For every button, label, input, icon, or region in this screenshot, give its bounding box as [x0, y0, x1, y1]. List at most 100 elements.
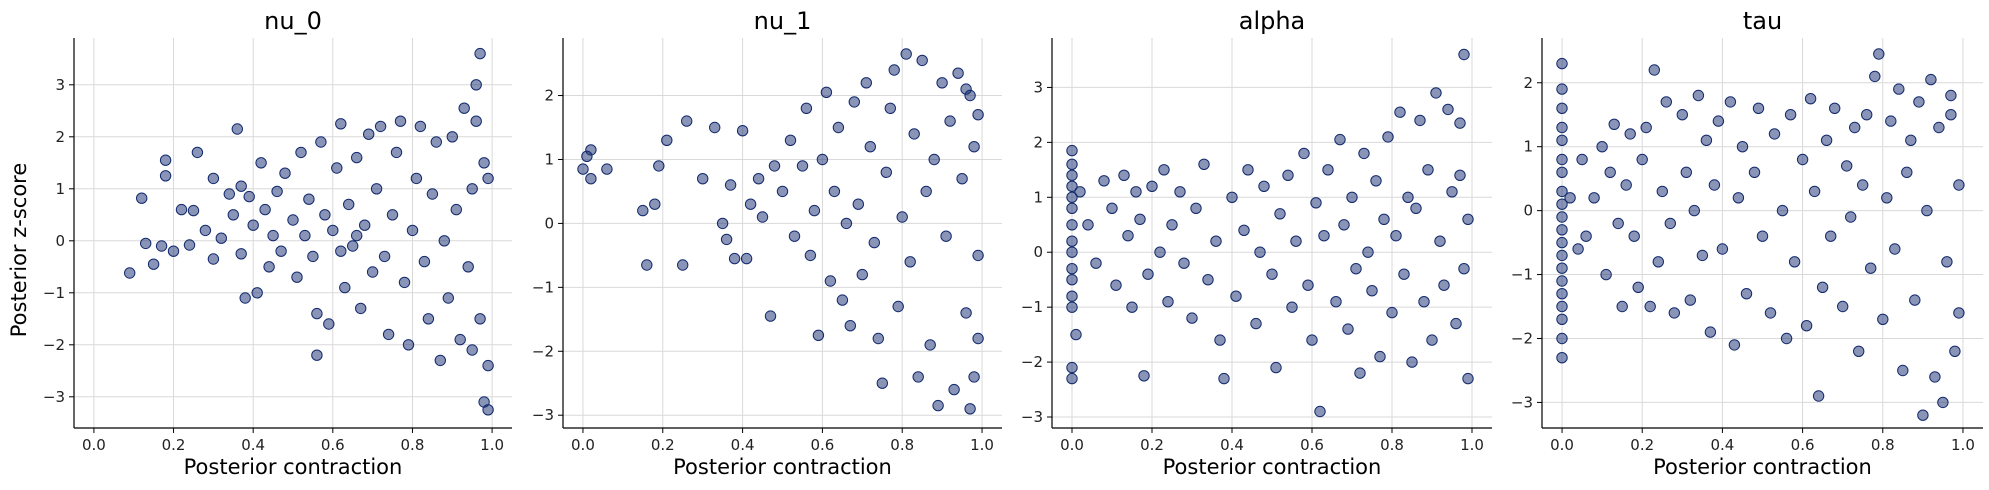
scatter-point — [462, 261, 474, 273]
scatter-point — [267, 229, 279, 242]
scatter-point — [956, 173, 968, 185]
scatter-point — [1644, 300, 1656, 313]
y-tick-label: 1 — [544, 150, 554, 168]
scatter-point — [1893, 83, 1905, 95]
scatter-point — [1628, 230, 1640, 242]
scatter-point — [1178, 257, 1190, 269]
x-tick-label: 0.6 — [1300, 436, 1324, 454]
scatter-point — [1736, 141, 1749, 153]
scatter-point — [928, 153, 940, 166]
x-tick-label: 0.2 — [1140, 436, 1164, 454]
scatter-point — [1768, 128, 1781, 140]
scatter-point — [1314, 405, 1326, 418]
scatter-point — [1556, 166, 1568, 179]
x-tick-label: 0.4 — [1220, 436, 1244, 454]
scatter-point — [924, 339, 936, 351]
scatter-point — [355, 302, 367, 315]
x-tick-label: 0.0 — [571, 436, 595, 454]
scatter-point — [271, 185, 283, 198]
scatter-point — [1752, 102, 1765, 115]
scatter-point — [709, 121, 721, 134]
scatter-point — [1122, 230, 1134, 242]
scatter-point — [960, 307, 972, 319]
scatter-point — [1210, 235, 1222, 247]
y-tick-label: 2 — [55, 128, 65, 146]
scatter-point — [1636, 153, 1648, 166]
scatter-point — [1318, 230, 1330, 242]
scatter-point — [1378, 213, 1390, 226]
scatter-point — [1354, 367, 1366, 379]
scatter-point — [1462, 372, 1474, 385]
scatter-point — [251, 287, 263, 299]
scatter-point — [1362, 246, 1374, 258]
scatter-point — [1242, 164, 1254, 176]
scatter-point — [1849, 121, 1861, 134]
x-tick-label: 0.4 — [241, 436, 265, 454]
scatter-point — [784, 134, 797, 147]
scatter-point — [848, 96, 860, 108]
scatter-point — [804, 249, 817, 262]
scatter-point — [1066, 274, 1078, 286]
scatter-point — [458, 102, 470, 114]
scatter-point — [247, 219, 259, 231]
x-axis-label: Posterior contraction — [1653, 455, 1872, 479]
scatter-point — [1857, 179, 1869, 191]
scatter-point — [1198, 158, 1210, 171]
scatter-point — [1796, 153, 1809, 166]
scatter-point — [1556, 352, 1568, 364]
scatter-point — [1608, 118, 1620, 131]
y-tick-label: 0 — [1033, 243, 1043, 261]
scatter-point — [1664, 217, 1677, 230]
scatter-point — [816, 153, 829, 166]
scatter-point — [1218, 372, 1230, 385]
scatter-point — [1226, 191, 1238, 204]
scatter-point — [1885, 115, 1897, 127]
scatter-point — [585, 173, 597, 185]
scatter-point — [1306, 334, 1318, 346]
scatter-point — [1430, 87, 1442, 99]
scatter-point — [1066, 246, 1078, 258]
scatter-point — [577, 163, 589, 175]
scatter-point — [661, 134, 673, 147]
scatter-point — [311, 307, 323, 320]
scatter-point — [820, 86, 833, 99]
scatter-point — [327, 224, 339, 237]
scatter-point — [1174, 186, 1186, 198]
scatter-point — [1556, 313, 1568, 325]
scatter-point — [359, 219, 371, 231]
x-tick-label: 0.6 — [1791, 436, 1815, 454]
scatter-point — [916, 54, 928, 67]
scatter-point — [1556, 300, 1568, 313]
scatter-point — [199, 224, 212, 237]
y-tick-label: −2 — [1511, 329, 1533, 347]
scatter-point — [908, 128, 920, 140]
scatter-point — [740, 252, 753, 265]
scatter-point — [287, 214, 299, 226]
scatter-point — [1764, 307, 1777, 319]
scatter-point — [1454, 117, 1466, 129]
scatter-point — [832, 121, 845, 134]
scatter-point — [1066, 169, 1078, 182]
scatter-point — [1780, 332, 1793, 345]
scatter-point — [800, 102, 813, 115]
y-tick-label: 2 — [544, 87, 554, 105]
panel-title: nu_0 — [264, 7, 322, 35]
scatter-point — [1106, 202, 1118, 215]
scatter-point — [227, 209, 240, 221]
scatter-point — [1338, 219, 1350, 231]
scatter-point — [864, 141, 876, 153]
scatter-point — [1700, 134, 1713, 147]
scatter-point — [1066, 180, 1078, 193]
x-tick-label: 0.6 — [810, 436, 834, 454]
scatter-point — [720, 233, 733, 246]
scatter-point — [1925, 73, 1937, 86]
scatter-point — [840, 217, 853, 230]
scatter-point — [382, 328, 395, 341]
scatter-point — [808, 204, 821, 217]
scatter-point — [1402, 191, 1414, 204]
scatter-point — [1090, 257, 1102, 269]
scatter-point — [968, 371, 980, 383]
scatter-point — [824, 275, 837, 287]
scatter-point — [394, 115, 407, 127]
y-tick-label: 1 — [1033, 188, 1043, 206]
